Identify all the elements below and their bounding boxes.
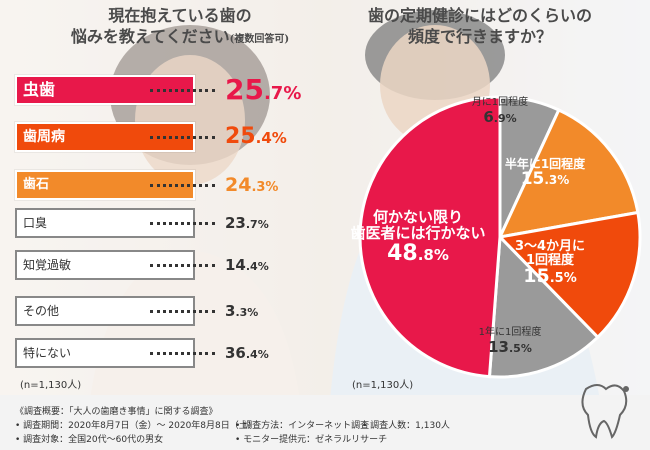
bar-value-label: 25.7% (225, 73, 302, 106)
dotted-leader (150, 352, 215, 355)
pie-value-label: 15.3% (520, 168, 570, 189)
bar-row: 歯周病 25.4% (15, 122, 315, 152)
bar-title-line1: 現在抱えている歯の (108, 6, 252, 25)
pie-slice-label: 月に1回程度 6.9% (471, 97, 529, 126)
dotted-leader (150, 222, 215, 225)
pie-slice (497, 107, 640, 239)
bar-category-label: 歯石 (23, 177, 50, 192)
bar-value-label: 24.3% (225, 174, 279, 196)
bar-category-label: その他 (23, 304, 60, 318)
bar-row: 知覚過敏 14.4% (15, 250, 315, 280)
bar-chart-n: (n=1,130人) (20, 380, 82, 391)
bar-row: 口臭 23.7% (15, 208, 315, 238)
footer-line2c: • 調査人数：1,130人 (362, 421, 450, 431)
pie-value-label: 6.9% (483, 107, 517, 126)
bar-category-label: 歯周病 (23, 129, 65, 145)
footer-line2b: • 調査方法：インターネット調査 (235, 421, 370, 431)
pie-slice-label: 3〜4か月に 1回程度 15.5% (514, 239, 586, 288)
footer-line1: 《調査概要：「大人の歯磨き事情」に関する調査》 (15, 407, 218, 417)
pie-chart-title: 歯の定期健診にはどのくらいの 頻度で行きますか？ (360, 5, 600, 47)
bar-title-line2: 悩みを教えてください(複数回答可) (70, 27, 290, 46)
bar-category-label: 虫歯 (23, 80, 56, 99)
bar-category-label: 口臭 (23, 216, 48, 230)
bar-title-note: (複数回答可) (229, 34, 290, 45)
pie-slice (496, 210, 642, 340)
bar-value-label: 36.4% (225, 344, 269, 362)
clinic-logo-icon (581, 384, 629, 439)
bar-value-label: 25.4% (225, 124, 287, 149)
pie-value-label: 13.5% (488, 337, 532, 356)
pie-chart (358, 95, 642, 379)
pie-slice (358, 95, 502, 379)
footer-line3b: • モニター提供元：ゼネラルリサーチ (235, 435, 388, 445)
footer-line2a: • 調査期間：2020年8月7日（金）〜 2020年8月8日（土） (15, 421, 257, 431)
bar-row: 特にない 36.4% (15, 338, 315, 368)
bar-value-label: 14.4% (225, 256, 269, 274)
bar-category-label: 知覚過敏 (23, 258, 72, 272)
dotted-leader (150, 264, 215, 267)
bar-chart-title: 現在抱えている歯の 悩みを教えてください(複数回答可) (70, 5, 290, 50)
bar-row: その他 3.3% (15, 296, 315, 326)
footer-band (0, 395, 650, 450)
bar-row: 歯石 24.3% (15, 170, 315, 200)
pie-title-line1: 歯の定期健診にはどのくらいの (367, 6, 592, 25)
pie-value-label: 15.5% (523, 265, 577, 288)
bar-value-label: 23.7% (225, 214, 269, 232)
dotted-leader (150, 89, 215, 92)
dotted-leader (150, 310, 215, 313)
bar-category-label: 特にない (23, 346, 72, 360)
dotted-leader (150, 184, 215, 187)
dotted-leader (150, 136, 215, 139)
pie-slice-label: 半年に1回程度 15.3% (504, 157, 586, 189)
pie-slice (487, 233, 600, 379)
pie-slice-label: 1年に1回程度 13.5% (478, 327, 542, 356)
bar (15, 208, 195, 238)
pie-chart-n: (n=1,130人) (352, 380, 414, 391)
pie-title-line2: 頻度で行きますか？ (407, 27, 552, 46)
bar-row: 虫歯 25.7% (15, 75, 315, 105)
footer-line3a: • 調査対象：全国20代〜60代の男女 (15, 435, 164, 445)
pie-slice-label: 何かない限り 歯医者には行かない 48.8% (350, 208, 486, 266)
bar-value-label: 3.3% (225, 302, 259, 320)
pie-value-label: 48.8% (387, 240, 449, 266)
